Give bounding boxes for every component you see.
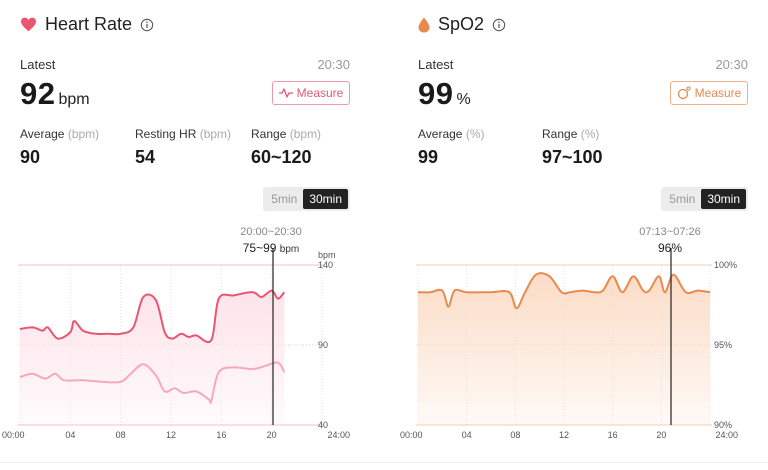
x-tick-label: 24:00 — [327, 430, 350, 440]
stat-value: 54 — [135, 147, 156, 167]
x-tick-label: 08 — [116, 430, 126, 440]
tooltip-value-unit: bpm — [279, 244, 300, 255]
x-tick-label: 12 — [559, 430, 569, 440]
stat-label: Resting HR — [135, 127, 197, 141]
measure-button[interactable]: Measure — [272, 81, 350, 105]
stat-label: Range — [251, 127, 287, 141]
toggle-5min[interactable]: 5min — [271, 192, 298, 206]
stat-average: Average (bpm) 90 — [20, 127, 99, 168]
time-range-toggle: 5min 30min — [263, 187, 350, 211]
bottom-divider — [0, 462, 768, 463]
spo2-chart[interactable]: 100% 95% 90% 00:00 04 08 12 16 20 24:00 — [398, 248, 768, 452]
y-tick-label: 140 — [318, 260, 333, 270]
toggle-5min[interactable]: 5min — [669, 192, 696, 206]
y-tick-label: 40 — [318, 420, 328, 430]
pulse-icon — [278, 88, 293, 98]
x-tick-label: 12 — [166, 430, 176, 440]
x-tick-label: 04 — [65, 430, 75, 440]
x-tick-label: 20 — [267, 430, 277, 440]
stat-unit: (%) — [465, 127, 485, 141]
y-tick-label: 100% — [714, 260, 737, 270]
spo2-title: SpO2 — [438, 14, 485, 34]
x-tick-label: 16 — [608, 430, 618, 440]
latest-spo2: 99 % — [418, 76, 471, 112]
heart-rate-title: Heart Rate — [45, 14, 133, 34]
stat-range: Range (%) 97~100 — [542, 127, 603, 168]
x-tick-label: 00:00 — [400, 430, 423, 440]
stat-value: 90 — [20, 147, 41, 167]
stat-unit: (bpm) — [199, 127, 232, 141]
info-icon[interactable] — [140, 18, 154, 32]
stat-average: Average (%) 99 — [418, 127, 485, 168]
stat-value: 60~120 — [251, 147, 312, 167]
series-line-lower — [19, 361, 286, 404]
heart-icon — [21, 17, 36, 32]
y-axis-unit: bpm — [318, 250, 336, 260]
heart-rate-panel: Heart Rate Latest 20:30 92 bpm Measure A… — [0, 0, 370, 470]
latest-label: Latest — [20, 57, 56, 72]
stat-value: 99 — [418, 147, 439, 167]
heart-rate-chart[interactable]: 140 90 40 bpm 00:00 04 08 12 16 20 24:00 — [0, 248, 370, 452]
stat-unit: (bpm) — [289, 127, 322, 141]
y-tick-label: 90 — [318, 340, 328, 350]
latest-time: 20:30 — [715, 57, 748, 72]
x-tick-label: 08 — [510, 430, 520, 440]
x-tick-label: 24:00 — [715, 430, 738, 440]
tooltip-value: 96% — [657, 241, 683, 255]
x-tick-label: 16 — [216, 430, 226, 440]
series-line-upper — [19, 289, 286, 344]
spo2-header: SpO2 — [418, 14, 506, 35]
stat-value: 97~100 — [542, 147, 603, 167]
latest-unit: % — [456, 91, 471, 108]
drop-icon — [418, 17, 430, 32]
heart-rate-header: Heart Rate — [20, 14, 154, 35]
x-tick-label: 20 — [656, 430, 666, 440]
series-line-upper — [417, 272, 711, 310]
x-tick-label: 04 — [462, 430, 472, 440]
stat-unit: (%) — [580, 127, 600, 141]
oxygen-icon — [677, 86, 691, 100]
tooltip-time-range: 20:00~20:30 — [240, 226, 302, 238]
stat-resting-hr: Resting HR (bpm) 54 — [135, 127, 231, 168]
series-area — [418, 273, 710, 425]
tooltip-value: 75~99 bpm — [226, 241, 316, 255]
tooltip-value-number: 75~99 — [242, 241, 277, 255]
measure-label: Measure — [694, 86, 742, 100]
tooltip-time-range: 07:13~07:26 — [639, 226, 701, 238]
info-icon[interactable] — [492, 18, 506, 32]
latest-heart-rate: 92 bpm — [20, 76, 90, 112]
stat-unit: (bpm) — [67, 127, 100, 141]
stat-label: Range — [542, 127, 578, 141]
stat-label: Average — [20, 127, 65, 141]
latest-value: 99 — [418, 76, 454, 111]
toggle-30min[interactable]: 30min — [701, 189, 746, 209]
latest-time: 20:30 — [317, 57, 350, 72]
toggle-30min[interactable]: 30min — [303, 189, 348, 209]
series-area — [20, 290, 285, 425]
spo2-panel: SpO2 Latest 20:30 99 % Measure Average (… — [398, 0, 768, 470]
latest-label: Latest — [418, 57, 454, 72]
latest-unit: bpm — [58, 91, 90, 108]
y-tick-label: 95% — [714, 340, 732, 350]
y-tick-label: 90% — [714, 420, 732, 430]
time-range-toggle: 5min 30min — [661, 187, 748, 211]
measure-button[interactable]: Measure — [670, 81, 748, 105]
latest-value: 92 — [20, 76, 56, 111]
stat-range: Range (bpm) 60~120 — [251, 127, 321, 168]
x-tick-label: 00:00 — [2, 430, 25, 440]
measure-label: Measure — [296, 86, 344, 100]
stat-label: Average — [418, 127, 463, 141]
